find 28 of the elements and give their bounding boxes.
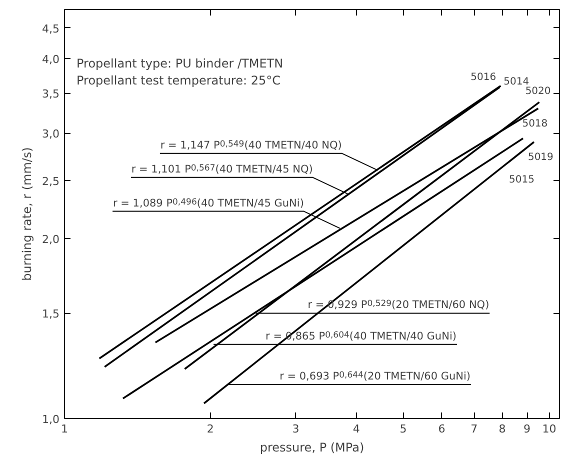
y-tick-label: 2,0 bbox=[42, 232, 60, 246]
x-tick-label: 8 bbox=[498, 422, 506, 436]
x-tick-label: 3 bbox=[292, 422, 300, 436]
y-tick-label: 2,5 bbox=[42, 175, 60, 188]
series-label: 5014 bbox=[504, 76, 530, 88]
annotation: Propellant test temperature: 25°C bbox=[76, 74, 280, 88]
y-tick-label: 4,5 bbox=[42, 22, 60, 36]
series-label: 5018 bbox=[522, 118, 548, 130]
x-tick-label: 6 bbox=[438, 422, 446, 436]
x-axis-title: pressure, P (MPa) bbox=[260, 440, 364, 454]
x-tick-label: 9 bbox=[524, 422, 531, 436]
annotation: Propellant type: PU binder /TMETN bbox=[76, 56, 284, 70]
x-tick-label: 10 bbox=[542, 422, 556, 436]
y-tick-label: 4,0 bbox=[42, 52, 60, 66]
y-tick-label: 1,0 bbox=[42, 413, 60, 426]
series-label: 5019 bbox=[528, 152, 554, 163]
y-tick-label: 3,5 bbox=[42, 88, 60, 101]
x-tick-label: 1 bbox=[61, 422, 68, 436]
y-tick-label: 3,0 bbox=[42, 128, 60, 141]
x-tick-label: 4 bbox=[352, 422, 360, 436]
y-axis-title: burning rate, r (mm/s) bbox=[20, 147, 34, 281]
x-tick-label: 7 bbox=[470, 422, 478, 436]
x-tick-label: 5 bbox=[400, 422, 407, 436]
y-tick-label: 1,5 bbox=[42, 308, 60, 321]
x-tick-label: 2 bbox=[206, 422, 214, 436]
series-label: 5016 bbox=[470, 72, 496, 83]
legend-label: 5015 bbox=[509, 174, 534, 186]
legend-label: 5020 bbox=[525, 86, 551, 98]
